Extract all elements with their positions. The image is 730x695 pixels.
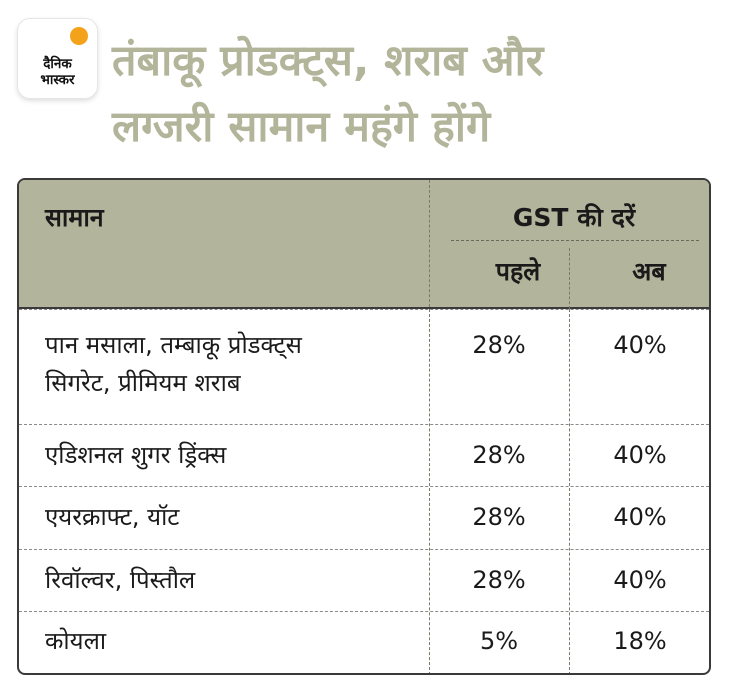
table-body: पान मसाला, तम्बाकू प्रोडक्ट्स सिगरेट, प्… <box>19 309 709 673</box>
gst-rates-table: सामान GST की दरें पहले अब पान मसाला, तम्… <box>17 178 711 675</box>
row-before-rate: 28% <box>472 331 526 359</box>
title-line1: तंबाकू प्रोडक्ट्स, शराब और <box>112 36 544 86</box>
row-after-rate: 40% <box>613 503 667 531</box>
header-before: पहले <box>495 257 541 286</box>
row-item: एयरक्राफ्ट, यॉट <box>45 503 180 531</box>
row-item: कोयला <box>45 627 107 655</box>
row-before-rate: 28% <box>472 503 526 531</box>
table-row: एडिशनल शुगर ड्रिंक्स 28% 40% <box>19 424 709 486</box>
logo-text-line2: भास्कर <box>40 72 75 88</box>
page-title: तंबाकू प्रोडक्ट्स, शराब और लग्जरी सामान … <box>112 28 712 160</box>
row-item: एडिशनल शुगर ड्रिंक्स <box>45 441 227 469</box>
column-divider <box>569 248 570 309</box>
row-item-line2: सिगरेट, प्रीमियम शराब <box>45 369 241 397</box>
table-row: पान मसाला, तम्बाकू प्रोडक्ट्स सिगरेट, प्… <box>19 309 709 424</box>
dainik-bhaskar-logo: दैनिक भास्कर <box>18 19 97 98</box>
table-row: रिवॉल्वर, पिस्तौल 28% 40% <box>19 549 709 611</box>
header-divider <box>451 240 699 241</box>
header-item: सामान <box>45 203 104 232</box>
row-item: रिवॉल्वर, पिस्तौल <box>45 566 196 594</box>
logo-text-line1: दैनिक <box>43 56 72 72</box>
row-before-rate: 28% <box>472 566 526 594</box>
title-line2: लग्जरी सामान महंगे होंगे <box>112 102 491 152</box>
table-row: कोयला 5% 18% <box>19 611 709 673</box>
row-after-rate: 40% <box>613 441 667 469</box>
row-item-line1: पान मसाला, तम्बाकू प्रोडक्ट्स <box>45 331 302 359</box>
row-after-rate: 18% <box>613 627 667 655</box>
header-gst-rates: GST की दरें <box>512 203 636 232</box>
row-item: पान मसाला, तम्बाकू प्रोडक्ट्स सिगरेट, प्… <box>45 326 302 402</box>
table-row: एयरक्राफ्ट, यॉट 28% 40% <box>19 486 709 549</box>
row-before-rate: 28% <box>472 441 526 469</box>
sun-dot-icon <box>70 27 88 45</box>
row-after-rate: 40% <box>613 331 667 359</box>
header-after: अब <box>632 257 666 286</box>
row-before-rate: 5% <box>479 627 519 655</box>
column-divider <box>429 309 430 673</box>
column-divider <box>429 180 430 307</box>
table-header: सामान GST की दरें पहले अब <box>19 180 709 309</box>
column-divider <box>569 309 570 673</box>
row-after-rate: 40% <box>613 566 667 594</box>
